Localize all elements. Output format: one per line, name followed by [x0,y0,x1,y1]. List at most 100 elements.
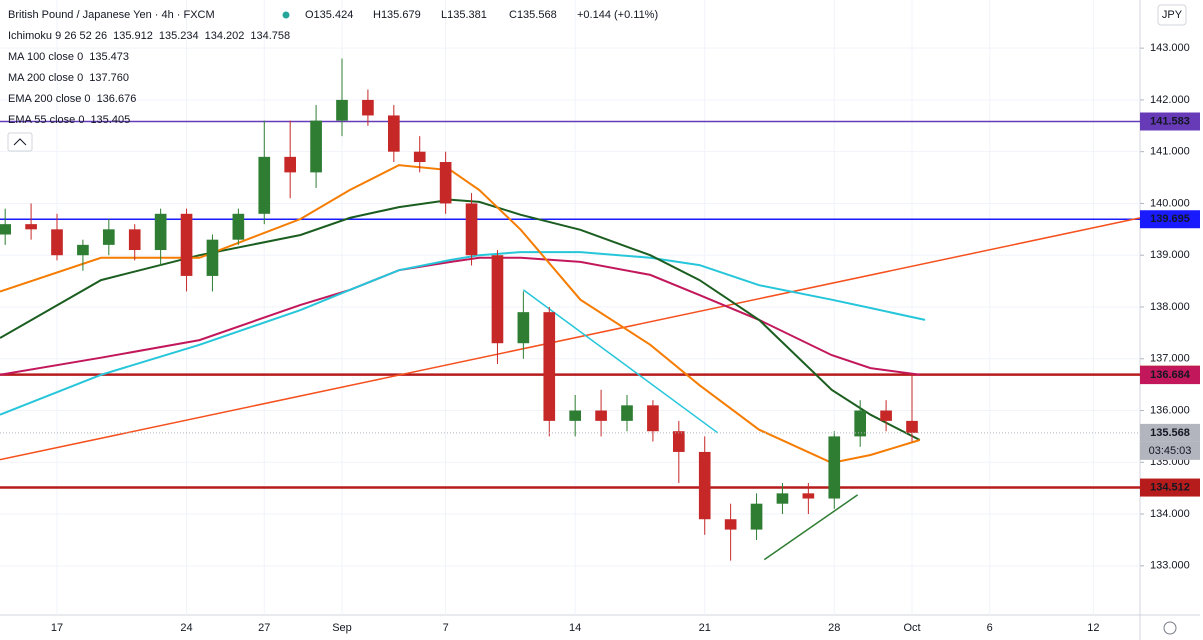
candle-body [750,503,763,530]
price-label: 136.684 [1150,369,1191,381]
y-tick-label: 143.000 [1150,42,1190,54]
price-label-box [1140,210,1200,229]
legend-name: Ichimoku 9 26 52 26 [8,30,107,42]
candle-body [698,451,711,520]
x-tick-label: 28 [828,622,840,634]
candle-body [543,312,556,421]
candle-body [491,255,504,344]
timer: 03:45:03 [1149,445,1192,457]
ohlc: C135.568 [509,9,557,21]
legend-name: MA 200 close 0 [8,72,83,84]
x-tick-label: Oct [903,622,920,634]
settings-icon[interactable] [1163,621,1177,635]
x-tick-label: 24 [180,622,192,634]
candle-body [102,229,115,245]
legend-value: 134.202 [205,30,245,42]
ma-line [0,251,926,416]
candle-body [25,224,37,230]
legend-name: EMA 55 close 0 [8,114,84,126]
y-tick-label: 136.000 [1150,404,1190,416]
legend-value: 135.912 [113,30,153,42]
x-tick-label: 17 [51,622,63,634]
price-label-box [1140,478,1200,497]
candle-body [880,410,892,421]
candle-body [51,229,63,256]
ohlc: H135.679 [373,9,421,21]
candle-body [672,431,685,452]
candle-body [828,436,841,499]
status-dot [282,11,290,19]
ohlc: +0.144 (+0.11%) [577,9,658,21]
candle-body [258,156,271,214]
y-tick-label: 133.000 [1150,560,1190,572]
candle-body [362,99,374,116]
x-tick-label: 6 [987,622,993,634]
x-tick-label: 14 [569,622,581,634]
candle-body [854,410,867,437]
chart-title: British Pound / Japanese Yen · 4h · FXCM [8,9,215,21]
candle-body [232,213,245,240]
y-tick-label: 140.000 [1150,197,1190,209]
legend-value: 135.473 [89,51,129,63]
x-tick-label: 21 [699,622,711,634]
candle-body [310,120,322,173]
legend-value: 134.758 [250,30,290,42]
x-tick-label: 7 [443,622,449,634]
currency[interactable]: JPY [1162,9,1183,21]
legend-name: EMA 200 close 0 [8,93,91,105]
candle-body [154,213,167,251]
trendline [0,217,1141,461]
collapse-button[interactable] [7,132,33,152]
candle-body [647,405,659,432]
y-tick-label: 139.000 [1150,249,1190,261]
candle-body [128,229,141,251]
x-tick-label: Sep [332,622,352,634]
overlay: JPY 141.583139.695136.693134.512136.6841… [7,4,1200,635]
collapse-icon [13,138,27,146]
price-label: 134.512 [1150,481,1190,493]
timer-box [1140,441,1200,460]
y-tick-label: 137.000 [1150,353,1190,365]
candle-body [621,405,633,421]
candle-body [0,224,12,235]
candle-body [517,312,530,344]
candle-body [180,213,193,276]
candle-body [802,493,815,499]
y-tick-label: 138.000 [1150,301,1190,313]
y-tick-label: 142.000 [1150,94,1190,106]
ohlc: L135.381 [441,9,487,21]
candle-body [569,410,582,421]
ma-line [0,164,921,464]
price-label-box [1140,423,1200,442]
ma-line [0,198,921,441]
candle-body [595,410,607,421]
ohlc: O135.424 [305,9,353,21]
candle-body [284,156,297,173]
legend-value: 136.676 [97,93,137,105]
trendline [522,289,719,434]
price-label-box [1140,112,1200,131]
candle-body [776,493,789,504]
candle-body [336,99,348,121]
candle-body [465,203,478,256]
legend-name: MA 100 close 0 [8,51,83,63]
legend-value: 135.405 [90,114,130,126]
x-tick-label: 12 [1087,622,1099,634]
candle-body [906,420,918,433]
candle-body [724,519,737,530]
x-tick-label: 27 [258,622,270,634]
candle-body [77,244,89,256]
plot: 133.000134.000135.000136.000137.000138.0… [0,0,1190,634]
currency-button[interactable] [1157,4,1187,26]
y-tick-label: 141.000 [1150,146,1190,158]
price-label: 135.568 [1150,427,1190,439]
legend-value: 135.234 [159,30,199,42]
price-label: 139.695 [1150,213,1190,225]
price-label-box [1140,366,1200,385]
legend-value: 137.760 [89,72,129,84]
y-tick-label: 134.000 [1150,508,1190,520]
candle-body [413,151,426,163]
candle-body [387,115,400,152]
